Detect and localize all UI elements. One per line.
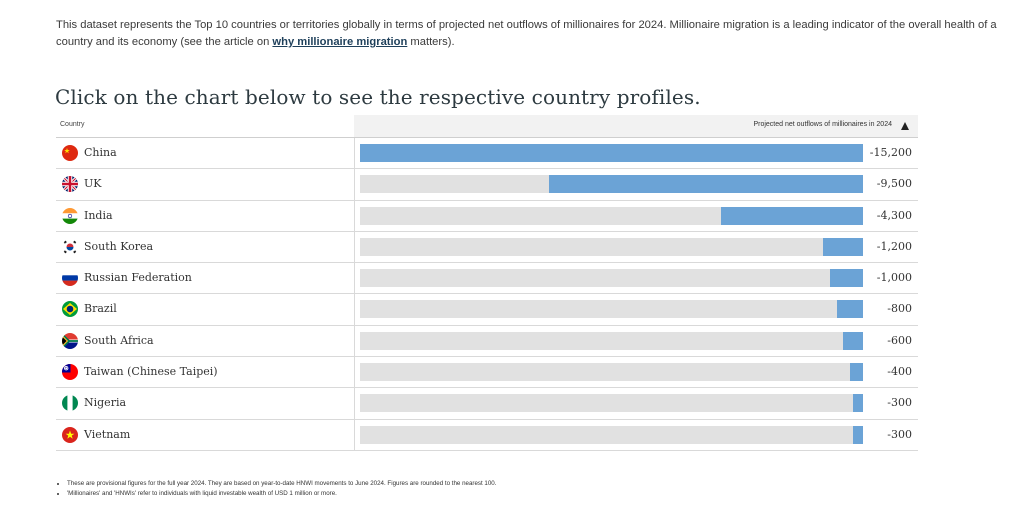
brazil-flag-icon bbox=[62, 301, 78, 318]
outflow-value-label: -4,300 bbox=[876, 208, 912, 222]
bar-track[interactable] bbox=[360, 425, 863, 444]
country-name[interactable]: Nigeria bbox=[84, 396, 127, 410]
sort-ascending-icon[interactable] bbox=[901, 122, 909, 130]
column-divider bbox=[354, 357, 355, 388]
column-divider bbox=[354, 231, 355, 263]
outflow-bar[interactable] bbox=[836, 300, 863, 319]
table-row[interactable]: UK -9,500 bbox=[56, 169, 918, 201]
bar-track[interactable] bbox=[360, 206, 863, 225]
south-korea-flag-icon bbox=[62, 238, 78, 255]
taiwan-flag-icon bbox=[62, 364, 78, 381]
outflow-value-label: -1,000 bbox=[876, 271, 912, 285]
india-flag-icon bbox=[62, 207, 78, 224]
outflow-bar[interactable] bbox=[849, 363, 863, 382]
outflow-bar[interactable] bbox=[853, 394, 863, 413]
outflow-value-label: -9,500 bbox=[876, 177, 912, 191]
migration-chart-table: Country Projected net outflows of millio… bbox=[56, 115, 918, 451]
outflow-value-label: -1,200 bbox=[876, 239, 912, 253]
table-header: Country Projected net outflows of millio… bbox=[56, 115, 918, 138]
table-row[interactable]: South Africa -600 bbox=[56, 325, 918, 358]
nigeria-flag-icon bbox=[62, 395, 78, 412]
footnotes: These are provisional figures for the fu… bbox=[58, 479, 496, 499]
outflow-value-label: -300 bbox=[887, 396, 912, 410]
footnote-item: These are provisional figures for the fu… bbox=[67, 479, 496, 489]
page-heading: Click on the chart below to see the resp… bbox=[55, 84, 701, 109]
outflow-bar[interactable] bbox=[843, 331, 863, 350]
country-name[interactable]: Brazil bbox=[84, 302, 117, 316]
bar-track[interactable] bbox=[360, 394, 863, 413]
bar-track[interactable] bbox=[360, 144, 863, 162]
outflow-bar[interactable] bbox=[720, 206, 863, 225]
bar-track[interactable] bbox=[360, 269, 863, 288]
table-row[interactable]: Taiwan (Chinese Taipei) -400 bbox=[56, 357, 918, 389]
country-name[interactable]: Taiwan (Chinese Taipei) bbox=[84, 365, 218, 379]
table-row[interactable]: Nigeria -300 bbox=[56, 388, 918, 420]
column-divider bbox=[354, 419, 355, 450]
country-name[interactable]: India bbox=[84, 208, 113, 222]
bar-track[interactable] bbox=[360, 175, 863, 194]
bar-track[interactable] bbox=[360, 363, 863, 382]
bar-track[interactable] bbox=[360, 237, 863, 256]
column-divider bbox=[354, 263, 355, 294]
country-name[interactable]: Russian Federation bbox=[84, 271, 192, 285]
china-flag-icon bbox=[62, 145, 78, 161]
bar-track[interactable] bbox=[360, 300, 863, 319]
outflow-bar[interactable] bbox=[829, 269, 863, 288]
column-divider bbox=[354, 138, 355, 169]
outflow-bar[interactable] bbox=[360, 144, 863, 162]
outflow-value-label: -600 bbox=[887, 333, 912, 347]
country-name[interactable]: South Africa bbox=[84, 333, 154, 347]
column-divider bbox=[354, 388, 355, 419]
outflow-value-label: -400 bbox=[887, 365, 912, 379]
table-row[interactable]: Russian Federation -1,000 bbox=[56, 263, 918, 295]
outflow-value-label: -15,200 bbox=[869, 146, 912, 159]
uk-flag-icon bbox=[62, 176, 78, 193]
intro-paragraph: This dataset represents the Top 10 count… bbox=[56, 17, 1006, 51]
value-column-header-cell[interactable]: Projected net outflows of millionaires i… bbox=[354, 115, 918, 137]
chart-rows: China -15,200 UK -9,500 India -4,300 South Kor… bbox=[56, 138, 918, 451]
outflow-value-label: -300 bbox=[887, 427, 912, 441]
bar-track[interactable] bbox=[360, 331, 863, 350]
country-name[interactable]: UK bbox=[84, 177, 102, 191]
outflow-bar[interactable] bbox=[823, 237, 863, 256]
intro-text: This dataset represents the Top 10 count… bbox=[56, 19, 997, 48]
vietnam-flag-icon bbox=[62, 426, 78, 443]
intro-text-end: matters). bbox=[407, 36, 455, 48]
south-africa-flag-icon bbox=[62, 332, 78, 349]
column-divider bbox=[354, 200, 355, 231]
table-row[interactable]: South Korea -1,200 bbox=[56, 231, 918, 264]
footnote-item: 'Millionaires' and 'HNWIs' refer to indi… bbox=[67, 489, 496, 499]
table-row[interactable]: China -15,200 bbox=[56, 138, 918, 170]
country-column-header: Country bbox=[60, 121, 85, 128]
country-name[interactable]: Vietnam bbox=[84, 427, 131, 441]
table-row[interactable]: Brazil -800 bbox=[56, 294, 918, 326]
table-row[interactable]: Vietnam -300 bbox=[56, 419, 918, 451]
table-row[interactable]: India -4,300 bbox=[56, 200, 918, 232]
column-divider bbox=[354, 325, 355, 357]
outflow-value-label: -800 bbox=[887, 302, 912, 316]
russia-flag-icon bbox=[62, 270, 78, 287]
outflow-bar[interactable] bbox=[853, 425, 863, 444]
value-column-header[interactable]: Projected net outflows of millionaires i… bbox=[753, 121, 892, 128]
outflow-bar[interactable] bbox=[548, 175, 863, 194]
column-divider bbox=[354, 294, 355, 325]
country-name[interactable]: South Korea bbox=[84, 239, 154, 253]
column-divider bbox=[354, 169, 355, 200]
why-millionaire-migration-link[interactable]: why millionaire migration bbox=[272, 36, 408, 48]
country-name[interactable]: China bbox=[84, 146, 117, 159]
